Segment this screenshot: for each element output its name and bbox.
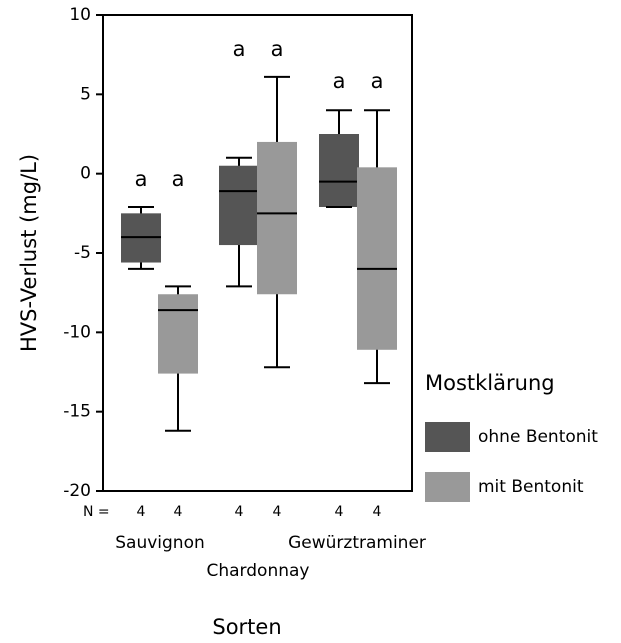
n-label: N = xyxy=(83,504,110,520)
box xyxy=(319,134,359,207)
legend-swatch xyxy=(425,422,470,452)
box xyxy=(257,141,297,295)
legend-swatch xyxy=(425,472,470,502)
n-value: 4 xyxy=(235,504,244,520)
category-label: Chardonnay xyxy=(207,561,310,581)
n-value: 4 xyxy=(174,504,183,520)
category-label: Gewürztraminer xyxy=(288,533,426,553)
y-tick-label: -5 xyxy=(74,243,91,263)
box xyxy=(219,165,259,246)
y-tick-label: 0 xyxy=(80,164,91,184)
legend-label: mit Bentonit xyxy=(478,477,584,497)
category-label: Sauvignon xyxy=(115,533,205,553)
n-value: 4 xyxy=(373,504,382,520)
box xyxy=(158,294,198,374)
y-tick-label: -15 xyxy=(63,402,91,422)
significance-letter: a xyxy=(135,167,148,191)
y-tick-label: 10 xyxy=(69,5,91,25)
n-value: 4 xyxy=(335,504,344,520)
significance-letter: a xyxy=(271,37,284,61)
significance-letter: a xyxy=(333,69,346,93)
n-value: 4 xyxy=(137,504,146,520)
x-axis-label: Sorten xyxy=(212,615,281,639)
y-tick-label: -20 xyxy=(63,481,91,501)
legend-label: ohne Bentonit xyxy=(478,427,598,447)
significance-letter: a xyxy=(172,167,185,191)
legend-title: Mostklärung xyxy=(425,371,555,395)
significance-letter: a xyxy=(371,69,384,93)
y-tick-label: 5 xyxy=(80,84,91,104)
y-axis-label: HVS-Verlust (mg/L) xyxy=(17,154,41,352)
n-value: 4 xyxy=(273,504,282,520)
box xyxy=(357,167,397,350)
y-tick-label: -10 xyxy=(63,322,91,342)
significance-letter: a xyxy=(233,37,246,61)
